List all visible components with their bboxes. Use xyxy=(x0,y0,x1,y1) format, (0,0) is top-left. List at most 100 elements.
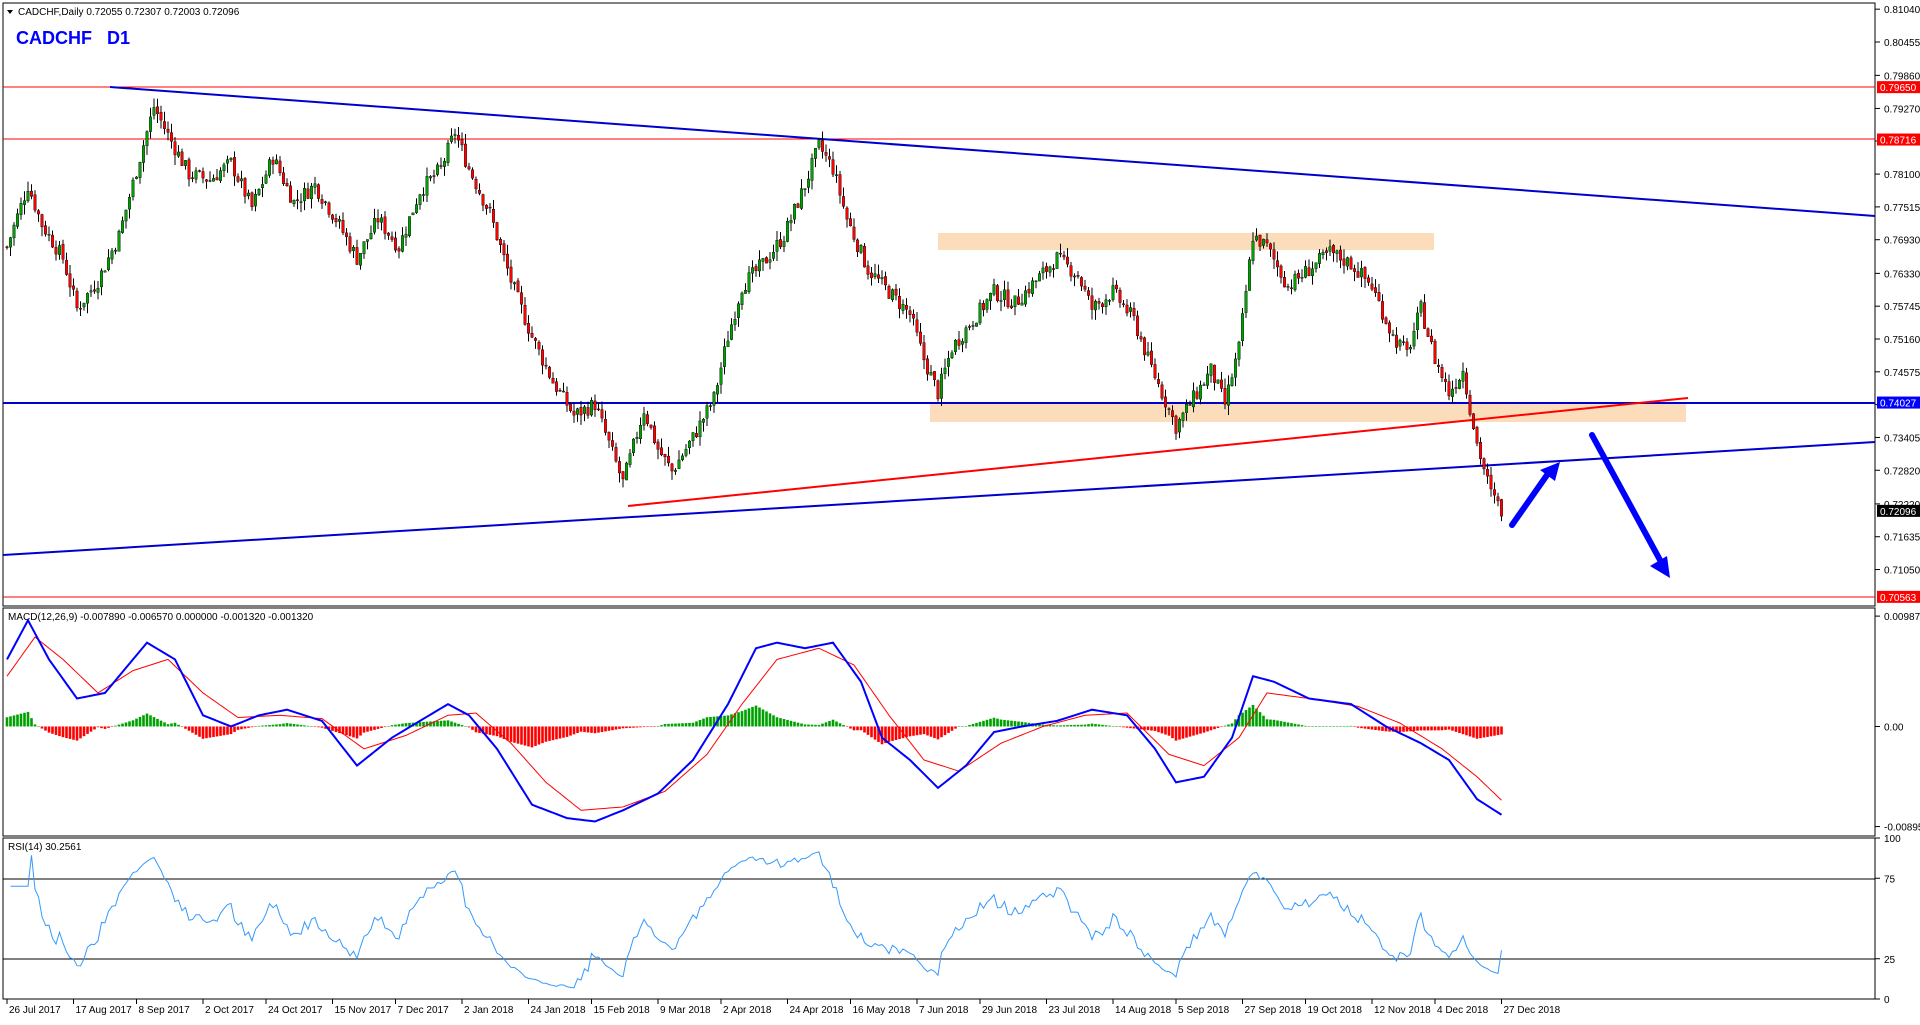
time-tick-label: 16 May 2018 xyxy=(853,1005,911,1016)
candle-body xyxy=(54,247,58,255)
macd-hist-bar xyxy=(96,726,100,728)
macd-hist-bar xyxy=(1178,726,1181,740)
macd-hist-bar xyxy=(1412,726,1416,731)
macd-hist-bar xyxy=(1349,725,1353,727)
candle-body xyxy=(670,463,674,472)
macd-hist-bar xyxy=(583,726,586,733)
candle-body xyxy=(1419,301,1423,313)
macd-hist-bar xyxy=(635,726,639,728)
candle-body xyxy=(201,171,205,179)
macd-hist-bar xyxy=(1342,725,1346,727)
candle-body xyxy=(754,266,758,271)
macd-hist-bar xyxy=(597,726,600,733)
candle-body xyxy=(9,237,12,248)
macd-hist-bar xyxy=(831,719,835,727)
macd-hist-bar xyxy=(159,720,163,727)
macd-hist-bar xyxy=(1097,724,1101,727)
macd-hist-bar xyxy=(1157,726,1160,733)
candle-body xyxy=(278,160,282,173)
candle-body xyxy=(327,202,331,215)
candle-body xyxy=(299,201,303,203)
macd-hist-bar xyxy=(1367,726,1370,730)
descending-trendline[interactable] xyxy=(109,86,1876,217)
candle-body xyxy=(936,380,940,400)
candle-body xyxy=(254,194,257,207)
dropdown-triangle-icon[interactable] xyxy=(7,10,13,14)
candle-body xyxy=(1325,250,1328,253)
macd-hist-bar xyxy=(1475,726,1479,739)
candle-body xyxy=(93,289,96,292)
time-tick-label: 12 Nov 2018 xyxy=(1374,1005,1431,1016)
ascending-support-line[interactable] xyxy=(627,397,1689,507)
macd-hist-bar xyxy=(502,726,506,740)
macd-hist-bar xyxy=(1213,726,1216,730)
forecast-arrow-down[interactable] xyxy=(1589,432,1670,578)
macd-hist-bar xyxy=(103,726,107,729)
macd-hist-bar xyxy=(1080,724,1083,727)
macd-hist-bar xyxy=(530,726,534,748)
candle-body xyxy=(96,287,100,293)
candle-body xyxy=(432,175,436,177)
macd-hist-bar xyxy=(1248,707,1251,727)
candle-body xyxy=(488,206,492,209)
candle-body xyxy=(1087,290,1090,296)
price-tick-label: 0.74575 xyxy=(1884,368,1920,379)
candle-body xyxy=(873,273,877,277)
macd-hist-bar xyxy=(1237,715,1241,727)
candle-body xyxy=(1188,404,1192,406)
macd-hist-bar xyxy=(842,725,845,727)
candle-body xyxy=(1437,364,1440,367)
macd-hist-bar xyxy=(450,721,453,727)
candle-body xyxy=(362,241,366,255)
macd-hist-bar xyxy=(366,726,369,732)
macd-hist-bar xyxy=(1171,726,1174,739)
candle-body xyxy=(429,176,432,179)
ascending-trendline[interactable] xyxy=(2,441,1876,556)
macd-hist-bar xyxy=(261,725,264,727)
candle-body xyxy=(1349,257,1353,270)
candle-body xyxy=(1202,384,1206,386)
macd-hist-bar xyxy=(1339,726,1342,727)
macd-hist-bar xyxy=(607,726,611,731)
macd-tick-label: 0.00 xyxy=(1884,722,1904,733)
macd-hist-bar xyxy=(772,715,775,727)
macd-hist-bar xyxy=(1482,726,1486,738)
candle-body xyxy=(229,157,233,161)
macd-hist-bar xyxy=(1265,719,1269,727)
macd-hist-bar xyxy=(541,726,544,744)
candle-body xyxy=(142,145,145,163)
candle-body xyxy=(366,239,369,242)
macd-hist-bar xyxy=(1356,726,1360,728)
macd-hist-bar xyxy=(89,726,93,732)
candle-body xyxy=(712,392,716,406)
price-tag-box xyxy=(1877,504,1920,517)
candle-body xyxy=(212,178,215,182)
candle-body xyxy=(548,366,551,378)
candle-body xyxy=(23,200,26,205)
candle-body xyxy=(1468,394,1472,415)
macd-hist-bar xyxy=(9,716,12,727)
macd-hist-bar xyxy=(481,726,485,734)
candle-body xyxy=(422,194,425,196)
candle-body xyxy=(159,111,163,121)
macd-hist-bar xyxy=(1489,726,1493,737)
candle-body xyxy=(271,159,275,165)
candle-body xyxy=(1020,302,1024,306)
candle-body xyxy=(534,338,537,341)
macd-hist-bar xyxy=(226,726,229,735)
candle-body xyxy=(684,449,688,456)
candle-body xyxy=(334,218,338,223)
macd-hist-bar xyxy=(149,715,152,727)
macd-hist-bar xyxy=(492,726,495,736)
macd-hist-bar xyxy=(16,714,19,727)
candle-body xyxy=(198,170,201,172)
macd-hist-bar xyxy=(359,726,362,736)
candle-body xyxy=(1290,287,1293,289)
macd-hist-bar xyxy=(1377,726,1381,731)
forecast-arrow-up[interactable] xyxy=(1509,462,1560,528)
candle-body xyxy=(719,367,723,385)
candle-body xyxy=(1286,286,1290,288)
candle-body xyxy=(709,405,712,407)
